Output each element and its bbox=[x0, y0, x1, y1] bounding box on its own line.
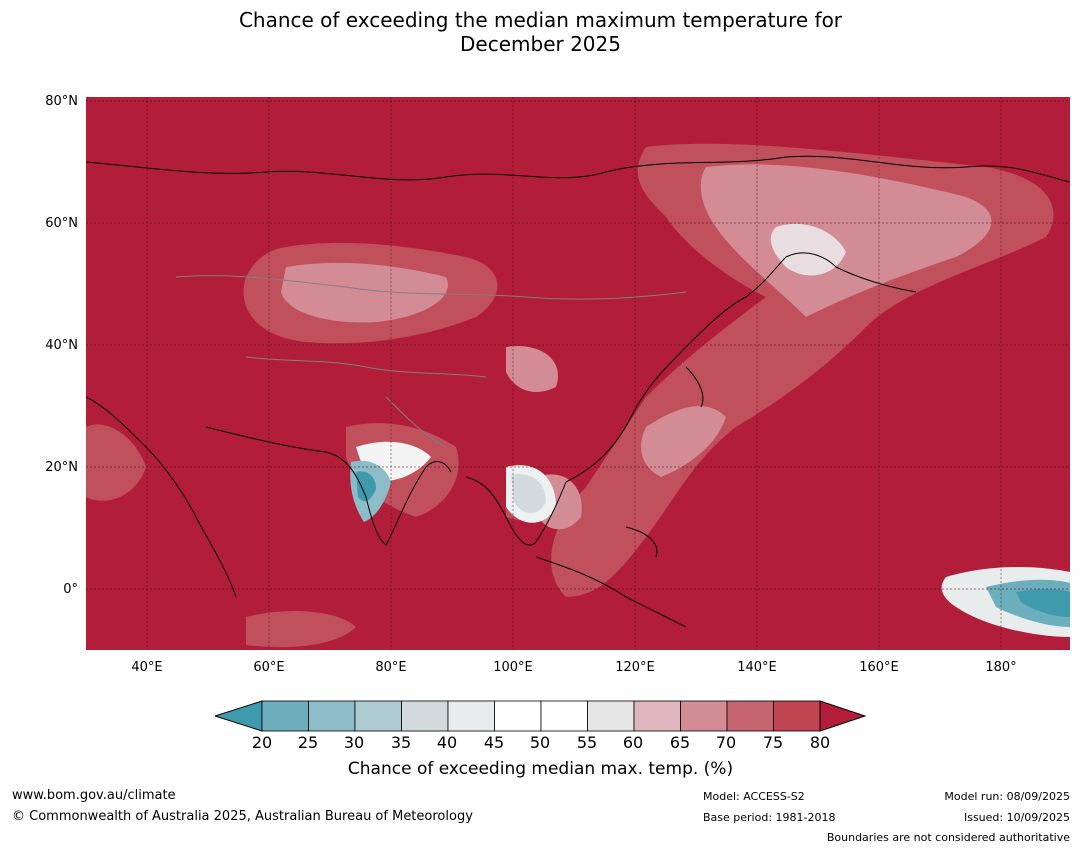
lon-label-120e: 120°E bbox=[615, 660, 655, 675]
colorbar-cell bbox=[587, 700, 635, 732]
footer-model: Model: ACCESS-S2 bbox=[703, 790, 805, 803]
lat-label-80n: 80°N bbox=[45, 94, 78, 109]
colorbar-tick-65: 65 bbox=[669, 733, 691, 752]
lon-label-100e: 100°E bbox=[493, 660, 533, 675]
footer-copyright: © Commonwealth of Australia 2025, Austra… bbox=[12, 809, 473, 824]
colorbar-cell bbox=[494, 700, 542, 732]
lon-label-140e: 140°E bbox=[737, 660, 777, 675]
colorbar-high-extension bbox=[819, 700, 867, 732]
colorbar-cell bbox=[773, 700, 821, 732]
colorbar-cell bbox=[261, 700, 309, 732]
colorbar-tick-55: 55 bbox=[576, 733, 598, 752]
colorbar-tick-50: 50 bbox=[529, 733, 551, 752]
lat-label-40n: 40°N bbox=[45, 338, 78, 353]
map-canvas bbox=[86, 97, 1070, 650]
colorbar-tick-60: 60 bbox=[622, 733, 644, 752]
colorbar-tick-45: 45 bbox=[483, 733, 505, 752]
colorbar-tick-30: 30 bbox=[343, 733, 365, 752]
footer-issued: Issued: 10/09/2025 bbox=[963, 811, 1070, 824]
colorbar-low-extension bbox=[215, 700, 263, 732]
colorbar-cell bbox=[308, 700, 356, 732]
colorbar-cell bbox=[633, 700, 681, 732]
map-title: Chance of exceeding the median maximum t… bbox=[0, 8, 1081, 56]
colorbar-cell bbox=[447, 700, 495, 732]
lon-label-40e: 40°E bbox=[131, 660, 163, 675]
colorbar-tick-80: 80 bbox=[809, 733, 831, 752]
prob-zone-65 bbox=[281, 164, 992, 530]
title-line-2: December 2025 bbox=[460, 32, 621, 56]
country-borders bbox=[175, 275, 687, 448]
probability-map bbox=[86, 97, 1070, 650]
colorbar-cell bbox=[680, 700, 728, 732]
graticule bbox=[86, 97, 1070, 650]
lon-label-180: 180° bbox=[985, 660, 1017, 675]
colorbar bbox=[215, 700, 867, 732]
lat-label-20n: 20°N bbox=[45, 460, 78, 475]
colorbar-tick-20: 20 bbox=[251, 733, 273, 752]
colorbar-cell bbox=[726, 700, 774, 732]
lon-label-160e: 160°E bbox=[859, 660, 899, 675]
colorbar-cell bbox=[540, 700, 588, 732]
lon-label-60e: 60°E bbox=[253, 660, 285, 675]
colorbar-cell bbox=[354, 700, 402, 732]
colorbar-cell bbox=[401, 700, 449, 732]
colorbar-tick-35: 35 bbox=[390, 733, 412, 752]
title-line-1: Chance of exceeding the median maximum t… bbox=[238, 8, 843, 32]
footer-url: www.bom.gov.au/climate bbox=[12, 788, 176, 803]
footer-disclaimer: Boundaries are not considered authoritat… bbox=[826, 831, 1070, 844]
lat-label-0: 0° bbox=[63, 582, 78, 597]
footer-model-run: Model run: 08/09/2025 bbox=[944, 790, 1070, 803]
colorbar-tick-40: 40 bbox=[436, 733, 458, 752]
colorbar-tick-75: 75 bbox=[762, 733, 784, 752]
lon-label-80e: 80°E bbox=[375, 660, 407, 675]
lat-label-60n: 60°N bbox=[45, 216, 78, 231]
footer-base-period: Base period: 1981-2018 bbox=[703, 811, 836, 824]
colorbar-tick-70: 70 bbox=[715, 733, 737, 752]
prob-zone-below-median bbox=[350, 460, 1070, 637]
colorbar-tick-25: 25 bbox=[297, 733, 319, 752]
colorbar-cells bbox=[261, 700, 821, 732]
colorbar-label: Chance of exceeding median max. temp. (%… bbox=[347, 759, 734, 779]
